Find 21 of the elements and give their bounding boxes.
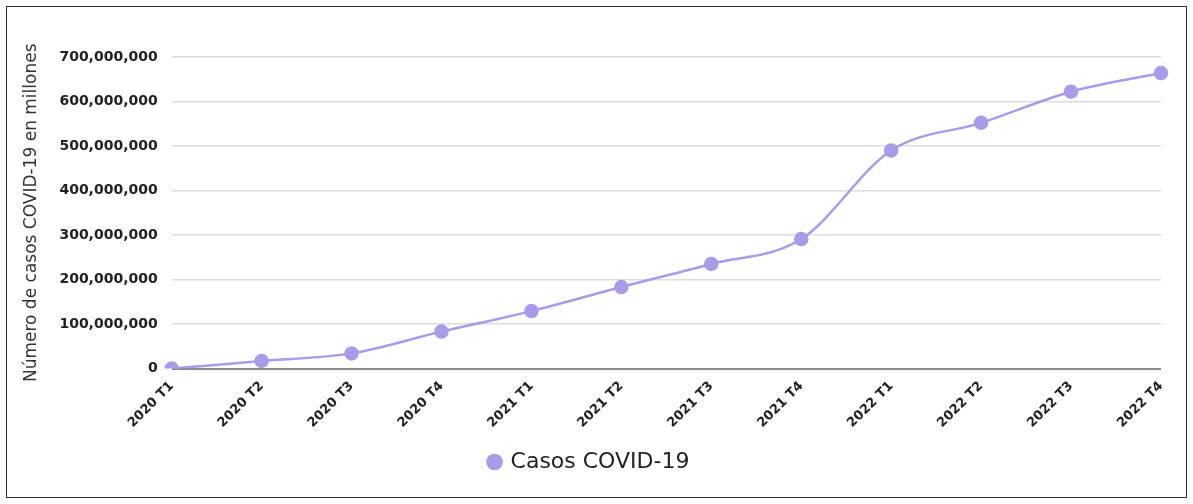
y-tick-label: 400,000,000 xyxy=(59,181,158,198)
y-tick-label: 700,000,000 xyxy=(59,47,158,64)
point xyxy=(614,279,629,295)
y-axis-title: Número de casos COVID-19 en millones xyxy=(19,43,40,383)
point xyxy=(434,324,449,339)
y-tick-label: 600,000,000 xyxy=(59,92,158,109)
legend-label: Casos COVID-19 xyxy=(510,447,690,473)
y-tick-label: 0 xyxy=(147,359,158,376)
point xyxy=(973,115,989,131)
y-tick-label: 300,000,000 xyxy=(59,225,158,242)
point xyxy=(793,231,809,247)
point xyxy=(1153,65,1169,81)
y-tick-label: 100,000,000 xyxy=(59,314,158,331)
point xyxy=(524,303,539,319)
y-tick-label: 500,000,000 xyxy=(59,136,158,153)
point xyxy=(254,353,269,369)
point xyxy=(344,346,359,361)
point xyxy=(1063,84,1079,99)
y-tick-label: 200,000,000 xyxy=(59,270,158,287)
point xyxy=(704,256,719,272)
point xyxy=(883,143,899,158)
